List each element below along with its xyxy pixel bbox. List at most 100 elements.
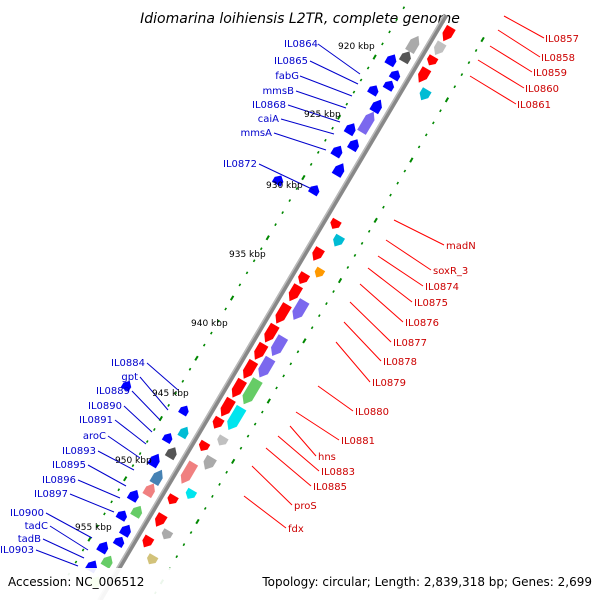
gene-label[interactable]: IL0876 [405, 318, 439, 329]
gene-label[interactable]: IL0883 [321, 467, 355, 478]
gene-feature[interactable] [161, 528, 174, 540]
gene-feature[interactable] [384, 54, 397, 68]
gene-feature[interactable] [369, 99, 382, 115]
gene-label[interactable]: IL0890 [88, 401, 122, 412]
gene-label[interactable]: IL0868 [252, 100, 286, 111]
gene-feature[interactable] [242, 377, 263, 405]
gene-feature[interactable] [254, 341, 269, 360]
gene-feature[interactable] [119, 524, 131, 538]
gene-feature[interactable] [203, 454, 217, 470]
gene-label[interactable]: gpt [121, 372, 138, 383]
gene-label[interactable]: IL0900 [10, 508, 44, 519]
gene-feature[interactable] [130, 505, 143, 519]
gene-feature[interactable] [212, 415, 225, 429]
gene-label[interactable]: IL0885 [313, 482, 347, 493]
gene-feature[interactable] [115, 510, 127, 522]
gene-feature[interactable] [161, 433, 173, 444]
gene-feature[interactable] [264, 322, 280, 343]
gene-feature[interactable] [142, 483, 155, 499]
gene-label[interactable]: hns [318, 452, 336, 463]
gene-feature[interactable] [96, 541, 109, 555]
gene-feature[interactable] [147, 453, 160, 469]
gene-feature[interactable] [100, 555, 113, 569]
gene-feature[interactable] [231, 377, 247, 398]
gene-feature[interactable] [292, 298, 310, 320]
gene-feature[interactable] [227, 404, 247, 430]
gene-feature[interactable] [177, 426, 189, 440]
gene-feature[interactable] [142, 534, 155, 548]
gene-label[interactable]: IL0884 [111, 358, 145, 369]
gene-feature[interactable] [308, 185, 320, 197]
gene-label[interactable]: IL0897 [34, 489, 68, 500]
gene-label[interactable]: IL0864 [284, 39, 318, 50]
gene-label[interactable]: tadB [18, 534, 41, 545]
gene-label[interactable]: madN [446, 241, 476, 252]
gene-label[interactable]: mmsB [262, 86, 294, 97]
gene-feature[interactable] [419, 87, 432, 101]
gene-label[interactable]: IL0896 [42, 475, 76, 486]
gene-label[interactable]: IL0857 [545, 34, 579, 45]
gene-feature[interactable] [185, 487, 198, 499]
gene-feature[interactable] [258, 355, 276, 378]
gene-feature[interactable] [427, 54, 439, 66]
gene-label[interactable]: IL0860 [525, 84, 559, 95]
gene-label[interactable]: IL0877 [393, 338, 427, 349]
gene-feature[interactable] [120, 380, 132, 392]
gene-label[interactable]: IL0865 [274, 56, 308, 67]
gene-feature[interactable] [331, 163, 345, 178]
gene-feature[interactable] [112, 536, 125, 548]
gene-feature[interactable] [178, 405, 189, 417]
gene-feature[interactable] [388, 70, 401, 82]
gene-feature[interactable] [330, 217, 342, 229]
gene-label[interactable]: IL0903 [0, 545, 34, 556]
gene-feature[interactable] [198, 439, 211, 451]
gene-feature[interactable] [418, 66, 432, 83]
gene-label[interactable]: fabG [275, 71, 299, 82]
gene-feature[interactable] [126, 490, 139, 503]
gene-label[interactable]: IL0889 [96, 386, 130, 397]
gene-label[interactable]: IL0875 [414, 298, 448, 309]
gene-feature[interactable] [330, 145, 343, 159]
gene-label[interactable]: IL0861 [517, 100, 551, 111]
gene-label[interactable]: IL0879 [372, 378, 406, 389]
gene-feature[interactable] [149, 469, 163, 486]
gene-feature[interactable] [442, 24, 456, 42]
gene-feature[interactable] [343, 123, 356, 137]
gene-label[interactable]: IL0859 [533, 68, 567, 79]
gene-feature[interactable] [357, 111, 375, 135]
gene-label[interactable]: IL0891 [79, 415, 113, 426]
gene-feature[interactable] [180, 460, 199, 484]
gene-feature[interactable] [312, 246, 325, 261]
gene-label[interactable]: IL0872 [223, 159, 257, 170]
gene-label[interactable]: IL0880 [355, 407, 389, 418]
gene-feature[interactable] [164, 447, 177, 461]
gene-feature[interactable] [147, 553, 159, 565]
gene-label[interactable]: proS [294, 501, 317, 512]
gene-label[interactable]: caiA [258, 114, 279, 125]
gene-feature[interactable] [405, 35, 420, 54]
gene-label[interactable]: aroC [83, 431, 106, 442]
gene-feature[interactable] [217, 434, 229, 446]
gene-feature[interactable] [298, 271, 311, 284]
gene-feature[interactable] [434, 40, 447, 55]
gene-feature[interactable] [243, 358, 259, 379]
gene-label[interactable]: IL0878 [383, 357, 417, 368]
gene-feature[interactable] [271, 334, 289, 356]
gene-feature[interactable] [220, 396, 236, 417]
gene-label[interactable]: IL0881 [341, 436, 375, 447]
gene-feature[interactable] [155, 512, 168, 527]
gene-feature[interactable] [382, 80, 395, 92]
gene-feature[interactable] [398, 51, 411, 65]
gene-label[interactable]: IL0874 [425, 282, 459, 293]
gene-feature[interactable] [314, 266, 326, 278]
gene-label[interactable]: IL0895 [52, 460, 86, 471]
gene-feature[interactable] [167, 493, 179, 505]
gene-feature[interactable] [367, 85, 379, 97]
gene-label[interactable]: IL0893 [62, 446, 96, 457]
gene-feature[interactable] [271, 175, 284, 187]
gene-feature[interactable] [333, 233, 345, 247]
gene-feature[interactable] [288, 283, 303, 302]
gene-label[interactable]: IL0858 [541, 53, 575, 64]
gene-feature[interactable] [347, 139, 359, 153]
gene-label[interactable]: soxR_3 [433, 266, 468, 277]
